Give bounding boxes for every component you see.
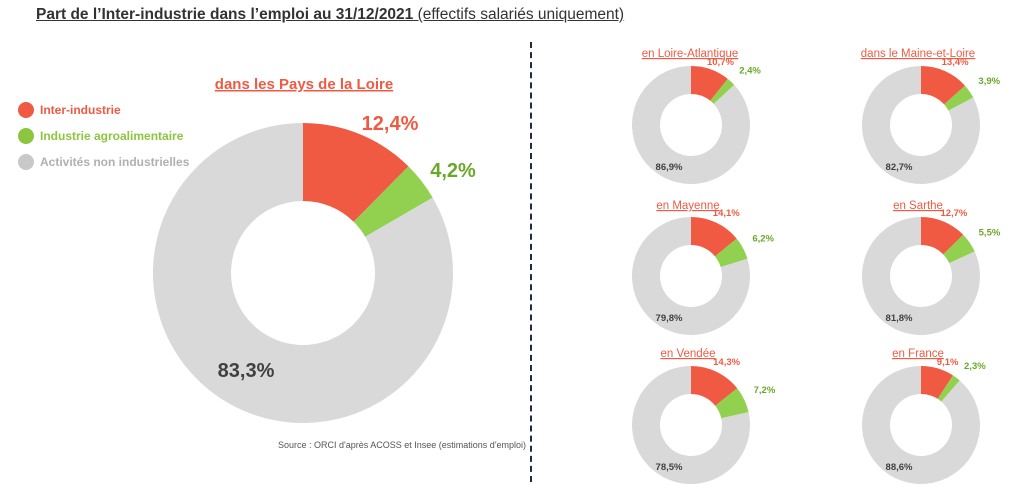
slice-agroalimentaire [714,238,748,267]
data-label-agroalimentaire: 5,5% [979,227,1001,238]
legend: Inter-industrie Industrie agroalimentair… [18,97,189,175]
data-label-agroalimentaire: 2,4% [739,65,761,76]
legend-item-non-industrielles: Activités non industrielles [18,149,189,175]
data-label-inter-industrie: 14,1% [713,208,740,219]
donut-chart-0: dans les Pays de la Loire 12,4% 4,2% 83,3% [153,76,476,423]
data-label-inter-industrie: 10,7% [707,57,734,68]
legend-item-inter-industrie: Inter-industrie [18,97,189,123]
data-label-inter-industrie: 13,4% [942,57,969,68]
slice-inter-industrie [691,217,737,257]
slice-agroalimentaire [353,166,433,237]
data-label-non-industrielles: 86,9% [656,162,683,173]
slice-agroalimentaire [943,234,975,264]
data-label-non-industrielles: 79,8% [656,313,683,324]
legend-item-agroalimentaire: Industrie agroalimentaire [18,123,189,149]
legend-label-agroalimentaire: Industrie agroalimentaire [40,129,184,143]
data-label-non-industrielles: 81,8% [886,313,913,324]
slice-inter-industrie [921,366,953,399]
chart-title: en France [892,348,944,360]
data-label-agroalimentaire: 4,2% [430,160,476,182]
slice-inter-industrie [691,66,728,101]
data-label-non-industrielles: 78,5% [656,462,683,473]
slice-inter-industrie [921,66,966,105]
chart-title: dans le Maine-et-Loire [861,48,975,60]
slice-non-industrielles [862,66,980,184]
data-label-agroalimentaire: 6,2% [752,233,774,244]
slice-non-industrielles [632,217,750,335]
chart-title: en Vendée [660,348,715,360]
slice-inter-industrie [303,123,409,222]
slice-non-industrielles [632,366,750,484]
data-label-agroalimentaire: 7,2% [754,385,776,396]
chart-title: dans les Pays de la Loire [215,76,393,93]
slice-agroalimentaire [710,78,735,104]
legend-swatch-inter-industrie [18,102,34,118]
data-label-non-industrielles: 83,3% [218,360,275,382]
slice-non-industrielles [632,66,750,185]
chart-title: en Mayenne [656,200,719,212]
legend-swatch-non-industrielles [18,154,34,170]
slice-non-industrielles [862,366,980,485]
data-label-inter-industrie: 9,1% [937,357,959,368]
slice-agroalimentaire [944,85,974,111]
page-title-subtitle: (effectifs salariés uniquement) [413,6,625,23]
data-label-non-industrielles: 82,7% [886,162,913,173]
slice-agroalimentaire [715,388,749,419]
chart-title: en Loire-Atlantique [642,48,739,60]
data-label-non-industrielles: 88,6% [886,462,913,473]
page-title-main: Part de l’Inter-industrie dans l’emploi … [36,6,414,23]
data-label-agroalimentaire: 2,3% [964,361,986,372]
legend-label-non-industrielles: Activités non industrielles [40,155,190,169]
chart-title: en Sarthe [893,200,943,212]
slice-agroalimentaire [937,375,960,402]
data-label-inter-industrie: 14,3% [713,357,740,368]
dashed-divider [530,42,532,482]
slice-inter-industrie [691,366,738,406]
legend-swatch-agroalimentaire [18,128,34,144]
data-label-inter-industrie: 12,7% [940,208,967,219]
slice-non-industrielles [153,123,453,423]
source-note: Source : ORCI d'après ACOSS et Insee (es… [278,440,527,450]
data-label-inter-industrie: 12,4% [362,113,419,135]
slice-non-industrielles [862,217,980,335]
legend-label-inter-industrie: Inter-industrie [40,103,121,117]
page-title: Part de l’Inter-industrie dans l’emploi … [36,6,624,24]
data-label-agroalimentaire: 3,9% [978,76,1000,87]
slice-inter-industrie [921,217,964,255]
